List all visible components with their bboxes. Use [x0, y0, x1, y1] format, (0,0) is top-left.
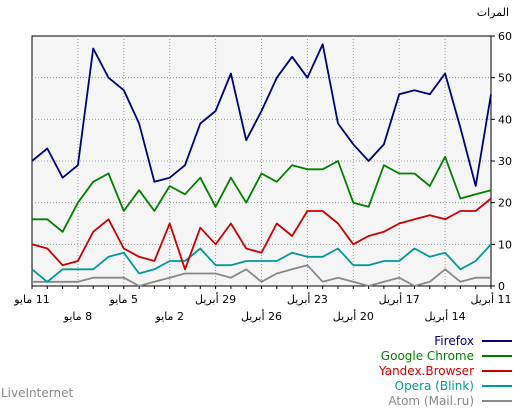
- y-tick-label: 60: [498, 30, 512, 43]
- x-ticks: 11 مايو 5 مايو 29 أبريل 23 أبريل 17 أبريل 11 …: [13, 286, 512, 323]
- x-tick-label: 29 أبريل: [195, 292, 236, 306]
- x-tick-label: 2 مايو: [154, 310, 183, 323]
- legend-label: Yandex.Browser: [379, 363, 474, 378]
- series-line-opera-blink: [31, 243, 492, 283]
- y-tick-label: 30: [498, 155, 512, 168]
- legend-swatch: [482, 339, 512, 342]
- x-tick-label: 5 مايو: [109, 293, 138, 306]
- legend-label: Atom (Mail.ru): [388, 393, 474, 408]
- y-tick-label: 10: [498, 238, 512, 251]
- x-tick-label: 8 مايو: [63, 310, 92, 323]
- series-line-yandex-browser: [31, 197, 492, 271]
- series-line-firefox: [31, 43, 492, 187]
- legend-swatch: [482, 384, 512, 387]
- x-tick-label: 23 أبريل: [287, 292, 328, 306]
- legend-swatch: [482, 354, 512, 357]
- x-tick-label: 11 مايو: [13, 293, 49, 306]
- y-ticks: 0 10 20 30 40 50 60: [491, 30, 512, 293]
- legend-item: Firefox: [312, 333, 512, 348]
- y-tick-label: 50: [498, 72, 512, 85]
- legend-item: Yandex.Browser: [312, 363, 512, 378]
- legend-label: Firefox: [434, 333, 474, 348]
- y-tick-label: 0: [498, 280, 505, 293]
- x-tick-label: 20 أبريل: [333, 309, 374, 323]
- legend-swatch: [482, 369, 512, 372]
- legend-label: Google Chrome: [380, 348, 474, 363]
- legend-label: Opera (Blink): [394, 378, 474, 393]
- y-tick-label: 20: [498, 197, 512, 210]
- legend-item: Atom (Mail.ru): [312, 393, 512, 408]
- legend: Firefox Google Chrome Yandex.Browser Opera …: [312, 333, 512, 408]
- legend-item: Google Chrome: [312, 348, 512, 363]
- x-tick-label: 11 أبريل: [470, 292, 511, 306]
- x-tick-label: 14 أبريل: [425, 309, 466, 323]
- legend-swatch: [482, 399, 512, 402]
- series-line-google-chrome: [32, 155, 492, 233]
- brand-label[interactable]: LiveInternet: [1, 386, 74, 400]
- x-tick-label: 17 أبريل: [379, 292, 420, 306]
- y-tick-label: 40: [498, 113, 512, 126]
- series-lines: [31, 43, 492, 287]
- x-tick-label: 26 أبريل: [241, 309, 282, 323]
- y-axis-label: المرات: [477, 6, 509, 19]
- legend-item: Opera (Blink): [312, 378, 512, 393]
